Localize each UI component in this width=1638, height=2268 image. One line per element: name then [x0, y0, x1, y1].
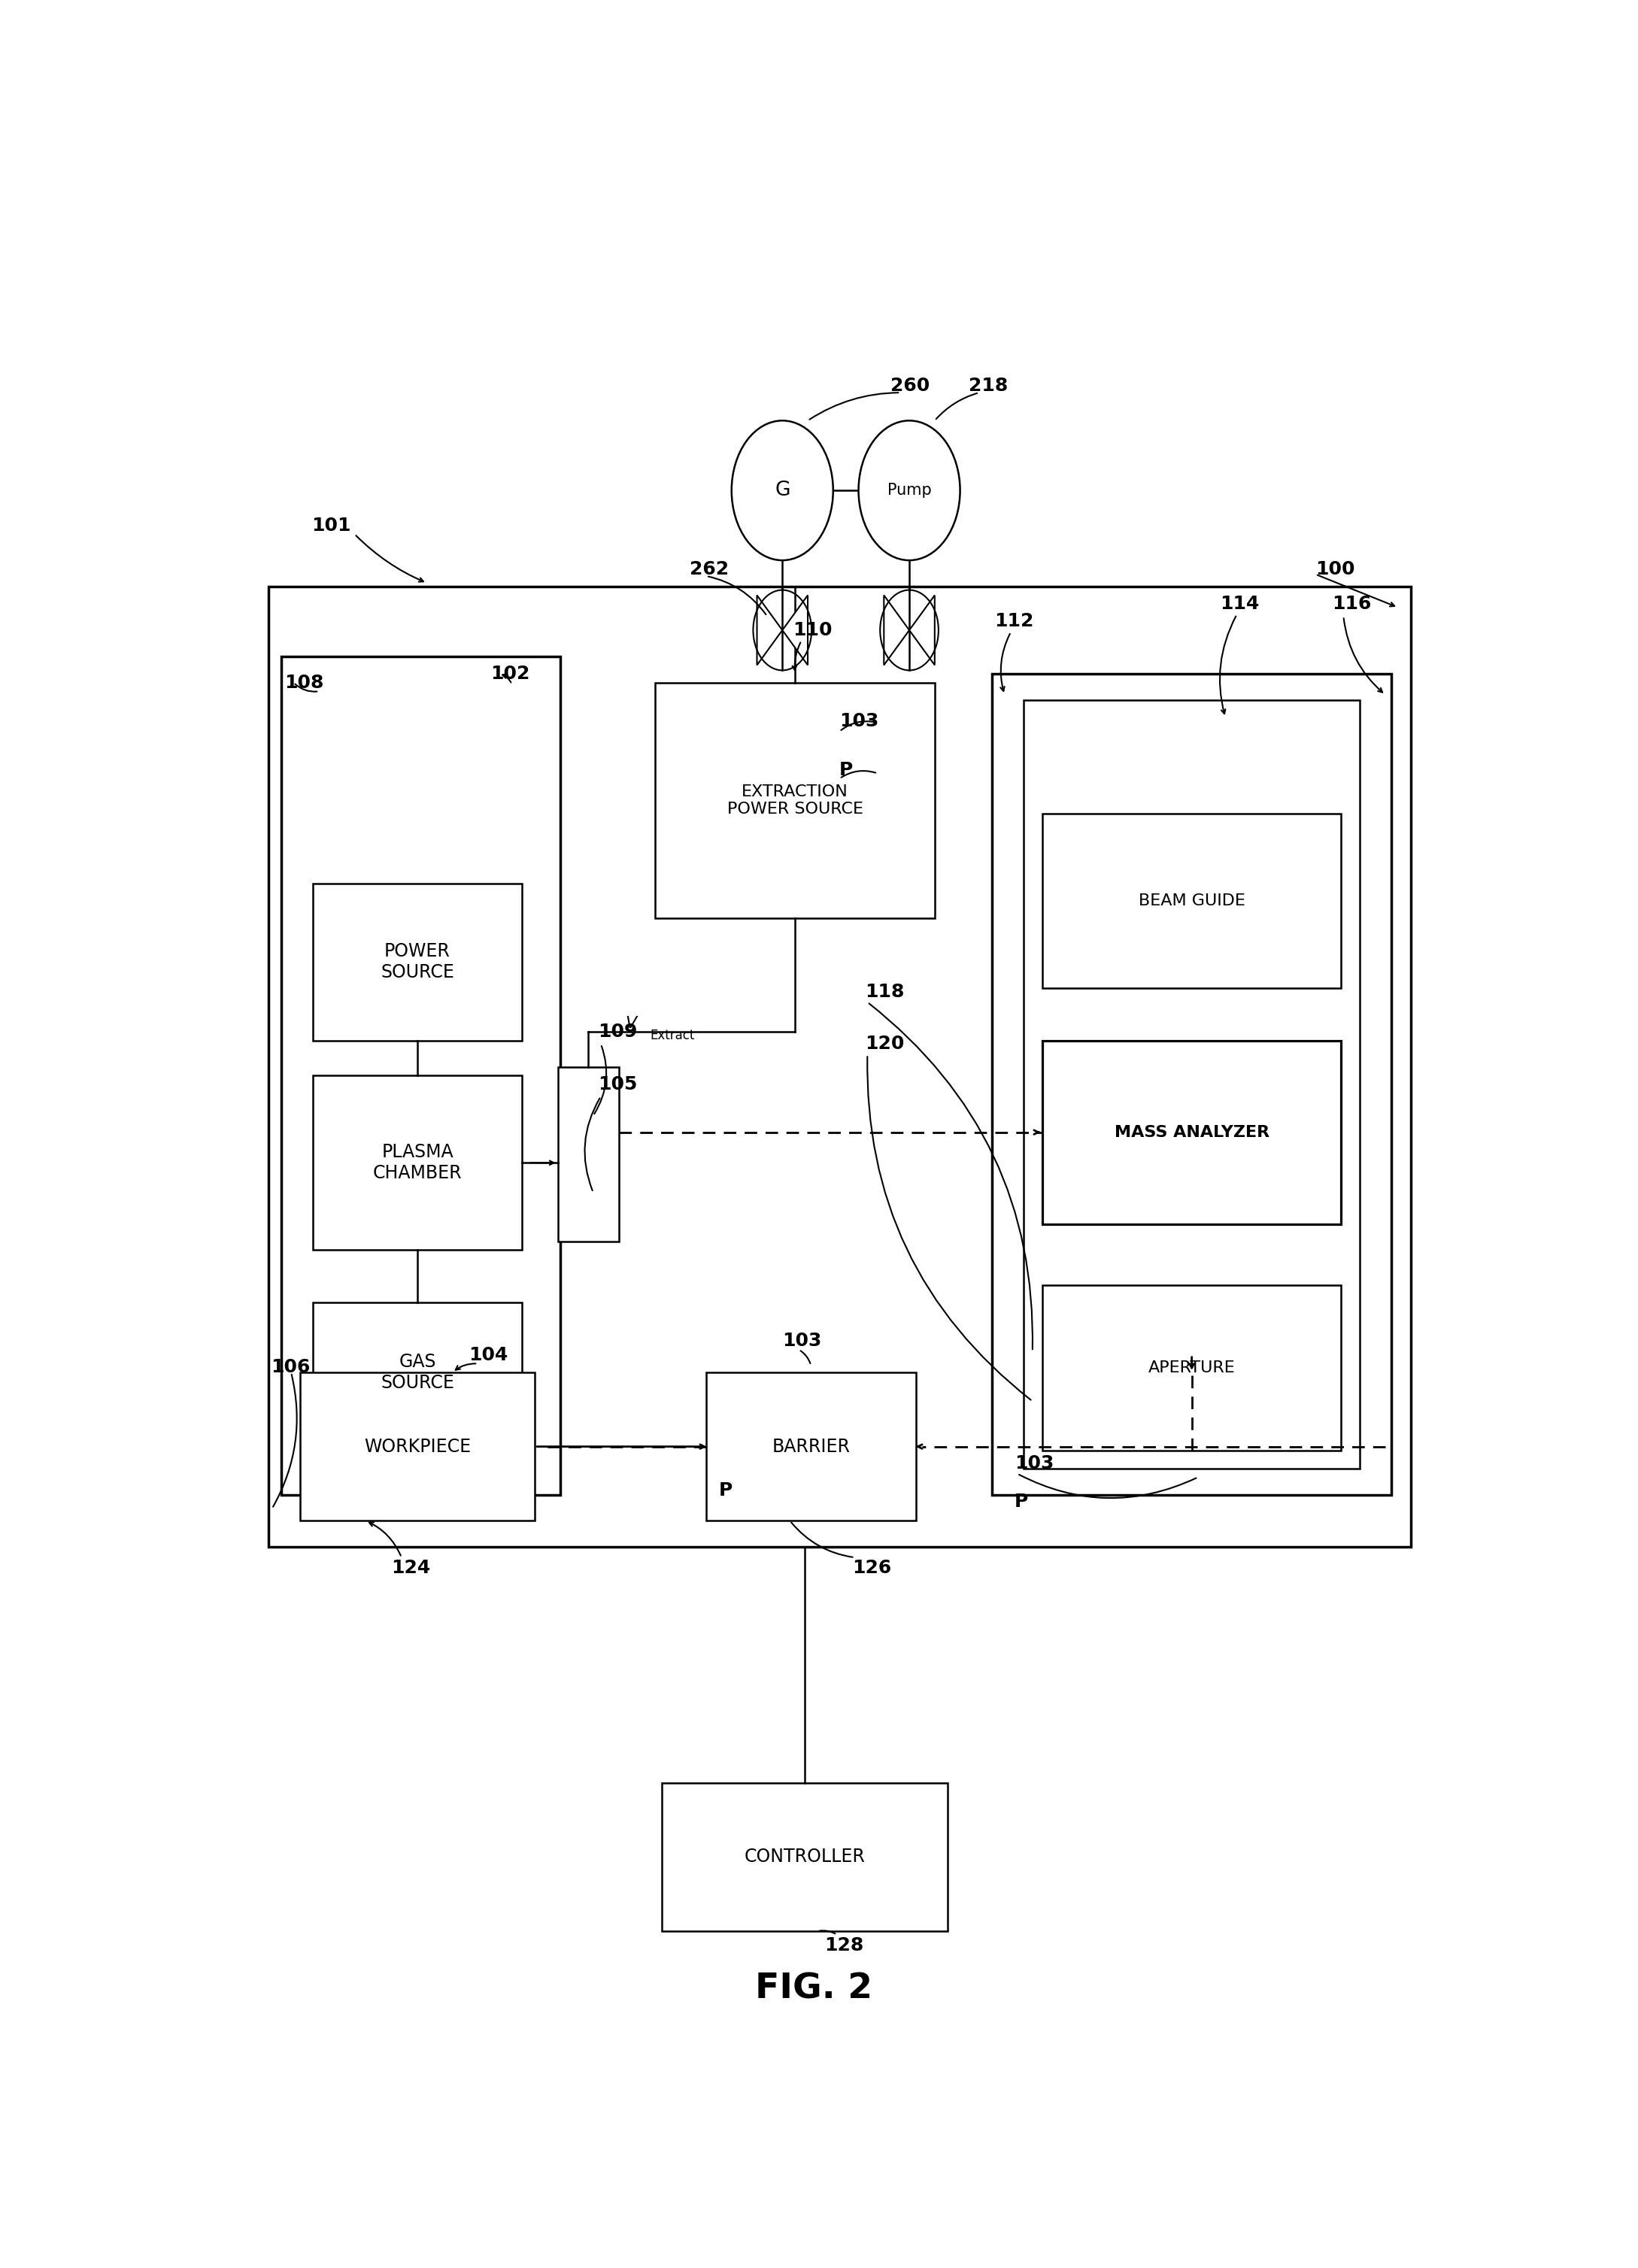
Text: BARRIER: BARRIER — [771, 1438, 850, 1456]
Text: 101: 101 — [311, 517, 351, 535]
Bar — [557, 1066, 619, 1241]
Bar — [1042, 1041, 1342, 1225]
Text: 105: 105 — [598, 1075, 637, 1093]
Text: 108: 108 — [285, 674, 324, 692]
Text: 120: 120 — [865, 1034, 904, 1052]
Text: G: G — [775, 481, 790, 501]
Bar — [269, 587, 1410, 1547]
Polygon shape — [783, 594, 808, 665]
Text: P: P — [719, 1481, 732, 1499]
Text: 110: 110 — [793, 621, 832, 640]
Text: P: P — [1014, 1492, 1029, 1510]
Bar — [313, 1302, 523, 1442]
Bar — [1042, 814, 1342, 989]
Text: 100: 100 — [1315, 560, 1355, 578]
Text: 102: 102 — [490, 665, 529, 683]
Bar — [662, 1783, 947, 1932]
Polygon shape — [757, 594, 783, 665]
Text: 260: 260 — [891, 376, 929, 395]
Text: Extract: Extract — [650, 1030, 695, 1041]
Bar — [313, 1075, 523, 1250]
Circle shape — [732, 420, 834, 560]
Text: POWER
SOURCE: POWER SOURCE — [380, 943, 454, 982]
Text: BEAM GUIDE: BEAM GUIDE — [1138, 894, 1245, 909]
Text: MASS ANALYZER: MASS ANALYZER — [1114, 1125, 1269, 1141]
Text: 114: 114 — [1220, 594, 1260, 612]
Text: EXTRACTION
POWER SOURCE: EXTRACTION POWER SOURCE — [727, 785, 863, 816]
Bar — [655, 683, 935, 919]
Text: 112: 112 — [994, 612, 1034, 631]
Text: CONTROLLER: CONTROLLER — [744, 1848, 865, 1867]
Bar — [300, 1372, 534, 1522]
Bar — [1024, 701, 1360, 1467]
Text: $\mathit{V}$: $\mathit{V}$ — [626, 1016, 639, 1030]
Text: 124: 124 — [391, 1558, 431, 1576]
Text: WORKPIECE: WORKPIECE — [364, 1438, 470, 1456]
Text: GAS
SOURCE: GAS SOURCE — [380, 1354, 454, 1393]
Text: 128: 128 — [824, 1937, 863, 1955]
Text: 262: 262 — [690, 560, 729, 578]
Text: 103: 103 — [839, 712, 880, 730]
Text: P: P — [839, 760, 853, 778]
Text: APERTURE: APERTURE — [1148, 1361, 1235, 1374]
Bar — [1042, 1286, 1342, 1452]
Text: FIG. 2: FIG. 2 — [755, 1971, 873, 2005]
Text: 109: 109 — [598, 1023, 637, 1041]
Text: 218: 218 — [970, 376, 1009, 395]
Polygon shape — [885, 594, 909, 665]
Circle shape — [858, 420, 960, 560]
Text: 118: 118 — [865, 982, 904, 1000]
Text: 126: 126 — [852, 1558, 891, 1576]
Text: Pump: Pump — [888, 483, 932, 499]
Bar — [282, 655, 560, 1495]
Text: 104: 104 — [468, 1345, 508, 1363]
Text: 116: 116 — [1332, 594, 1371, 612]
Text: 103: 103 — [1014, 1454, 1053, 1472]
Text: 106: 106 — [270, 1359, 310, 1377]
Polygon shape — [909, 594, 935, 665]
Bar — [993, 674, 1392, 1495]
Text: 103: 103 — [783, 1331, 822, 1349]
Text: PLASMA
CHAMBER: PLASMA CHAMBER — [373, 1143, 462, 1182]
Bar — [313, 885, 523, 1041]
Bar — [706, 1372, 916, 1522]
